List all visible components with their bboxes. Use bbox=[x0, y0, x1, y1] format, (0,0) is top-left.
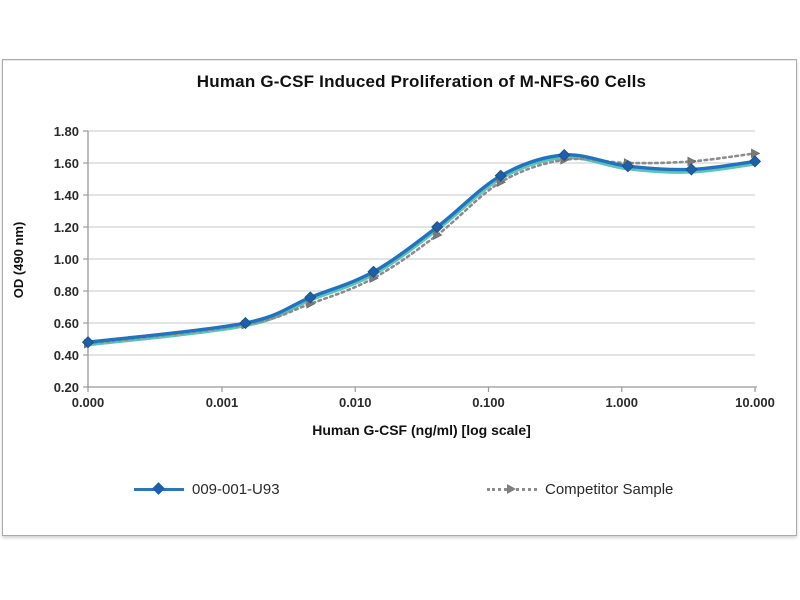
legend-item-competitor: Competitor Sample bbox=[487, 477, 673, 501]
y-tick-label: 1.40 bbox=[54, 188, 79, 203]
x-tick-label: 0.000 bbox=[72, 395, 105, 410]
x-tick-label: 0.010 bbox=[339, 395, 372, 410]
primary-data-point bbox=[748, 155, 762, 168]
primary-data-point bbox=[621, 160, 634, 173]
competitor-data-point bbox=[751, 148, 761, 159]
primary-data-point bbox=[239, 316, 252, 330]
legend-item-primary-series: 009-001-U93 bbox=[134, 477, 280, 501]
y-tick-label: 0.40 bbox=[54, 348, 79, 363]
y-tick-label: 0.20 bbox=[54, 380, 79, 395]
triangle-marker-icon bbox=[507, 484, 516, 494]
primary-data-point bbox=[367, 265, 380, 278]
legend-label-primary: 009-001-U93 bbox=[192, 480, 280, 498]
primary-data-point bbox=[81, 336, 95, 349]
chart-frame bbox=[2, 59, 797, 536]
diamond-marker-icon bbox=[152, 482, 165, 495]
y-tick-label: 1.60 bbox=[54, 156, 79, 171]
legend-label-competitor: Competitor Sample bbox=[545, 480, 674, 498]
chart-title: Human G-CSF Induced Proliferation of M-N… bbox=[196, 72, 647, 91]
legend-swatch-competitor bbox=[487, 482, 537, 496]
primary-data-point bbox=[685, 163, 698, 176]
primary-data-point bbox=[304, 291, 317, 304]
x-tick-label: 0.001 bbox=[206, 395, 239, 410]
primary-data-point bbox=[431, 220, 444, 234]
y-tick-label: 0.80 bbox=[54, 284, 79, 299]
x-tick-label: 1.000 bbox=[605, 395, 638, 410]
y-tick-label: 1.00 bbox=[54, 252, 79, 267]
y-tick-label: 0.60 bbox=[54, 316, 79, 331]
primary-line-glow bbox=[85, 154, 758, 347]
y-tick-label: 1.80 bbox=[54, 124, 79, 139]
competitor-data-point bbox=[433, 230, 443, 240]
primary-data-point bbox=[558, 148, 571, 162]
competitor-data-point bbox=[687, 156, 697, 167]
legend-swatch-primary bbox=[134, 482, 184, 496]
legend: 009-001-U93 Competitor Sample bbox=[0, 477, 800, 501]
competitor-line bbox=[86, 152, 757, 346]
x-tick-label: 10.000 bbox=[735, 395, 775, 410]
x-tick-label: 0.100 bbox=[472, 395, 505, 410]
primary-line bbox=[86, 153, 757, 344]
primary-data-point bbox=[494, 169, 507, 182]
x-axis-title: Human G-CSF (ng/ml) [log scale] bbox=[312, 422, 531, 438]
y-tick-label: 1.20 bbox=[54, 220, 79, 235]
